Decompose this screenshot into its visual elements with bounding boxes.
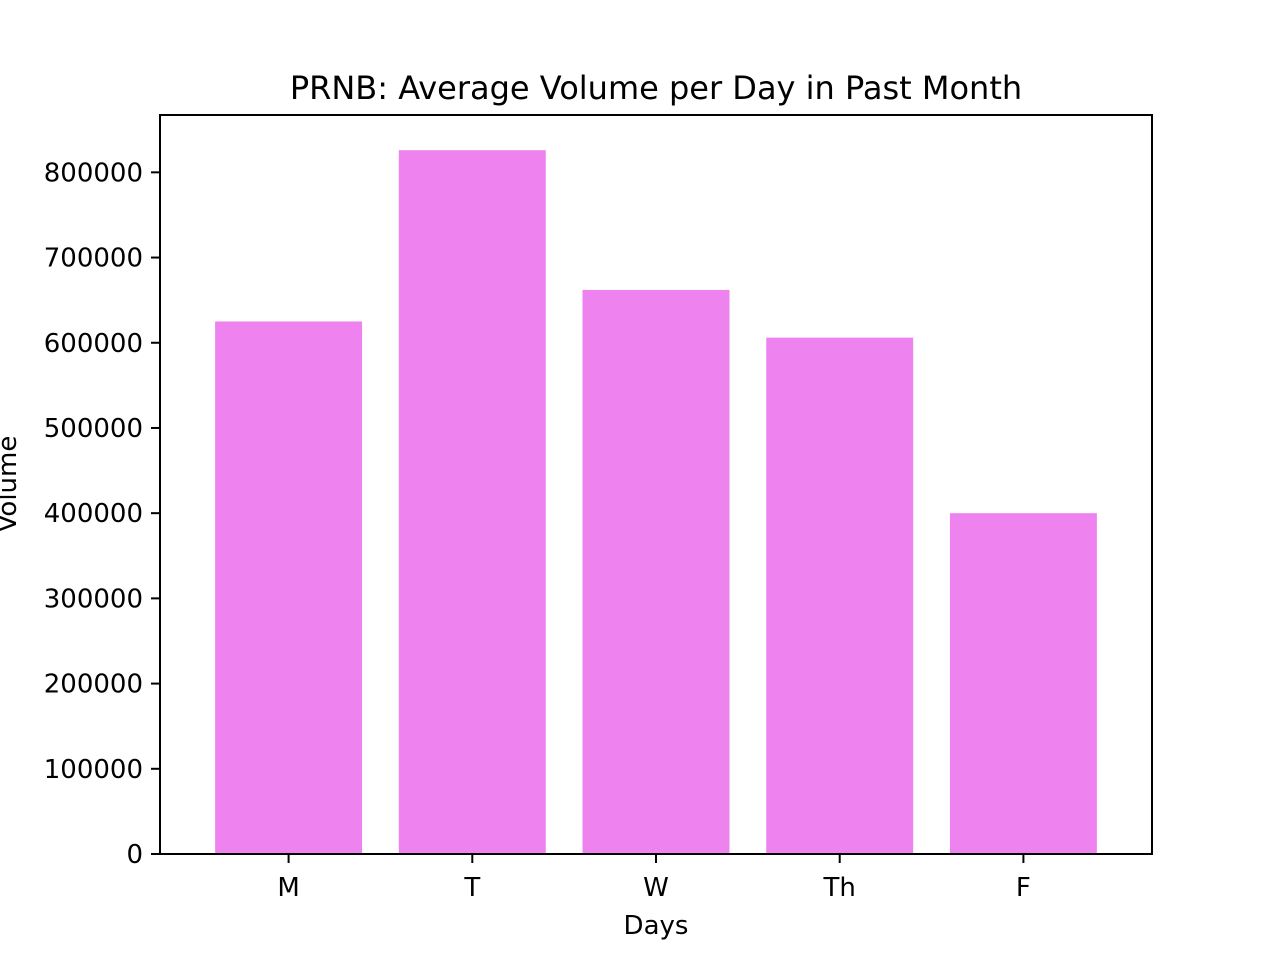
bar-f (949, 513, 1097, 854)
bar-w (582, 289, 730, 854)
chart-title: PRNB: Average Volume per Day in Past Mon… (290, 69, 1022, 107)
y-tick-label: 800000 (44, 158, 143, 188)
y-axis: 0 100000 200000 300000 400000 500000 600000 700… (44, 158, 160, 870)
y-tick-label: 100000 (44, 755, 143, 785)
x-tick-label: Th (823, 873, 856, 903)
x-tick-label: T (463, 873, 480, 903)
x-tick-label: W (643, 873, 669, 903)
y-tick-label: 700000 (44, 244, 143, 274)
plot-area (215, 150, 1097, 855)
y-tick-label: 400000 (44, 499, 143, 529)
x-tick-label: M (277, 873, 299, 903)
y-tick-label: 200000 (44, 670, 143, 700)
y-tick-label: 600000 (44, 329, 143, 359)
bar-th (766, 337, 914, 855)
y-axis-label: Volume (0, 436, 23, 533)
x-axis: M T W Th F (277, 854, 1031, 903)
y-tick-label: 300000 (44, 584, 143, 614)
y-tick-label: 0 (126, 840, 143, 870)
bar-t (398, 150, 546, 854)
y-tick-label: 500000 (44, 414, 143, 444)
x-tick-label: F (1016, 873, 1031, 903)
bar-m (215, 321, 363, 854)
x-axis-label: Days (624, 911, 689, 941)
